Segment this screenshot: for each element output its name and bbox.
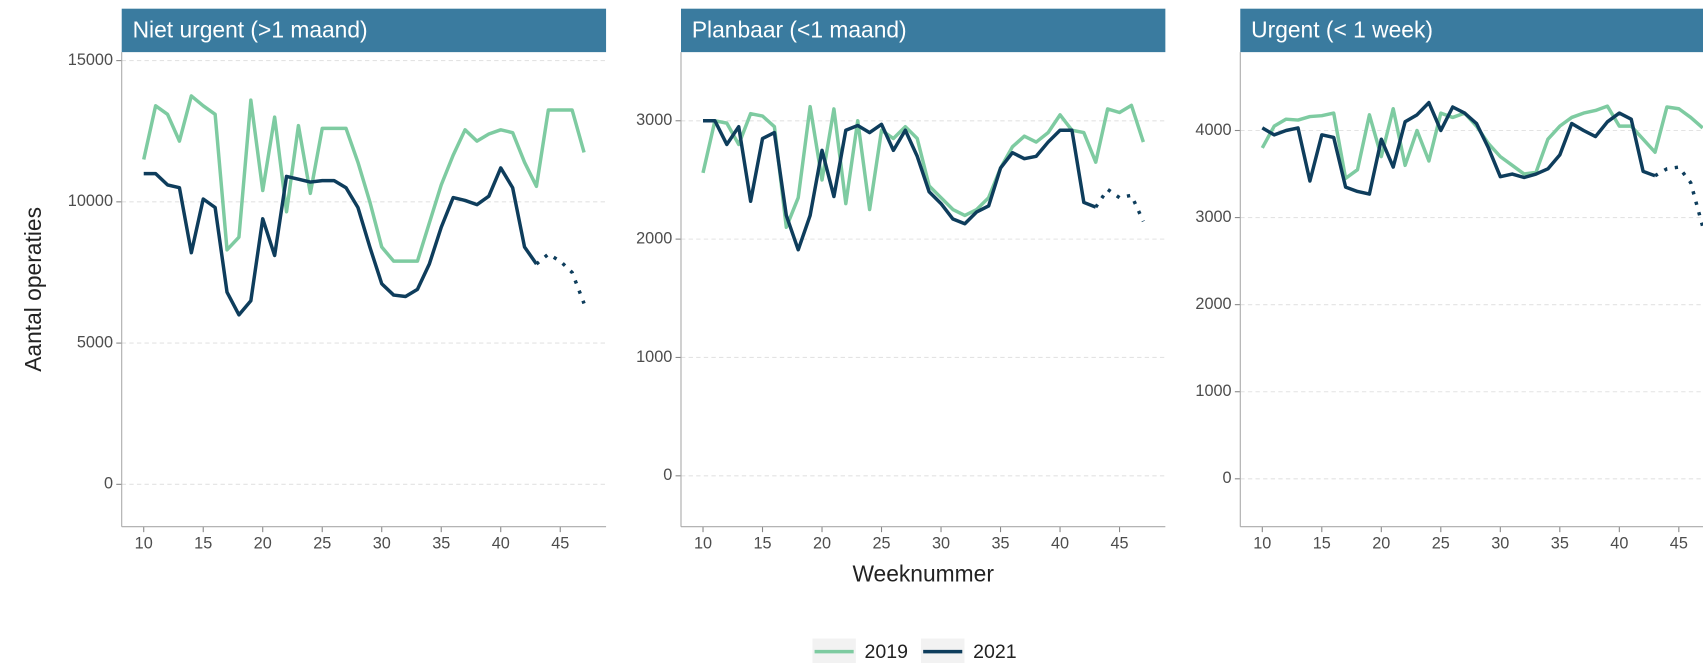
y-tick-label: 2000	[1195, 295, 1231, 313]
x-tick-label: 15	[753, 534, 771, 552]
y-tick-label: 10000	[68, 192, 113, 210]
x-tick-label: 45	[551, 534, 569, 552]
x-tick-label: 45	[1110, 534, 1128, 552]
y-tick-label: 4000	[1195, 121, 1231, 139]
x-tick-label: 15	[1313, 534, 1331, 552]
series-line	[143, 166, 538, 317]
series-line	[703, 119, 1097, 252]
projected-line	[535, 252, 586, 305]
y-tick-label: 5000	[77, 333, 113, 351]
x-tick-label: 25	[1432, 534, 1450, 552]
y-tick-label: 3000	[1195, 208, 1231, 226]
y-tick-label: 0	[1223, 469, 1232, 487]
x-tick-label: 10	[135, 534, 153, 552]
x-tick-label: 45	[1670, 534, 1688, 552]
x-tick-label: 20	[254, 534, 272, 552]
x-tick-label: 20	[813, 534, 831, 552]
x-tick-label: 30	[1491, 534, 1509, 552]
strip-title: Niet urgent (>1 maand)	[133, 17, 368, 43]
x-tick-label: 20	[1372, 534, 1390, 552]
projected-line	[1094, 187, 1145, 223]
legend-label: 2021	[973, 641, 1016, 663]
strip-title: Urgent (< 1 week)	[1251, 17, 1433, 43]
y-tick-label: 2000	[636, 229, 672, 247]
x-tick-label: 40	[1051, 534, 1069, 552]
strip-title: Planbaar (<1 maand)	[692, 17, 907, 43]
x-tick-label: 40	[492, 534, 510, 552]
strip	[121, 8, 607, 53]
strip	[1240, 8, 1703, 53]
legend-label: 2019	[865, 641, 908, 663]
x-tick-label: 35	[991, 534, 1009, 552]
y-tick-label: 15000	[68, 51, 113, 69]
x-tick-label: 10	[1253, 534, 1271, 552]
y-tick-label: 0	[663, 466, 672, 484]
x-tick-label: 30	[932, 534, 950, 552]
x-tick-label: 25	[872, 534, 890, 552]
y-tick-label: 0	[104, 475, 113, 493]
x-tick-label: 40	[1610, 534, 1628, 552]
x-tick-label: 35	[432, 534, 450, 552]
series-line	[1261, 100, 1656, 196]
x-tick-label: 15	[194, 534, 212, 552]
y-tick-label: 1000	[1195, 382, 1231, 400]
x-tick-label: 30	[373, 534, 391, 552]
y-axis-title: Aantal operaties	[20, 207, 46, 372]
strip	[680, 8, 1166, 53]
series-line	[142, 94, 586, 263]
x-tick-label: 35	[1551, 534, 1569, 552]
x-tick-label: 25	[313, 534, 331, 552]
y-tick-label: 3000	[636, 111, 672, 129]
y-tick-label: 1000	[636, 348, 672, 366]
x-axis-title: Weeknummer	[852, 561, 994, 587]
x-tick-label: 10	[694, 534, 712, 552]
